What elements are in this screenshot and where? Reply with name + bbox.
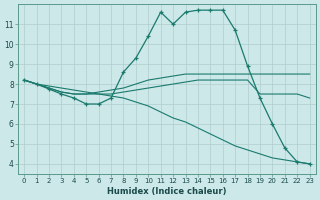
X-axis label: Humidex (Indice chaleur): Humidex (Indice chaleur) <box>107 187 227 196</box>
